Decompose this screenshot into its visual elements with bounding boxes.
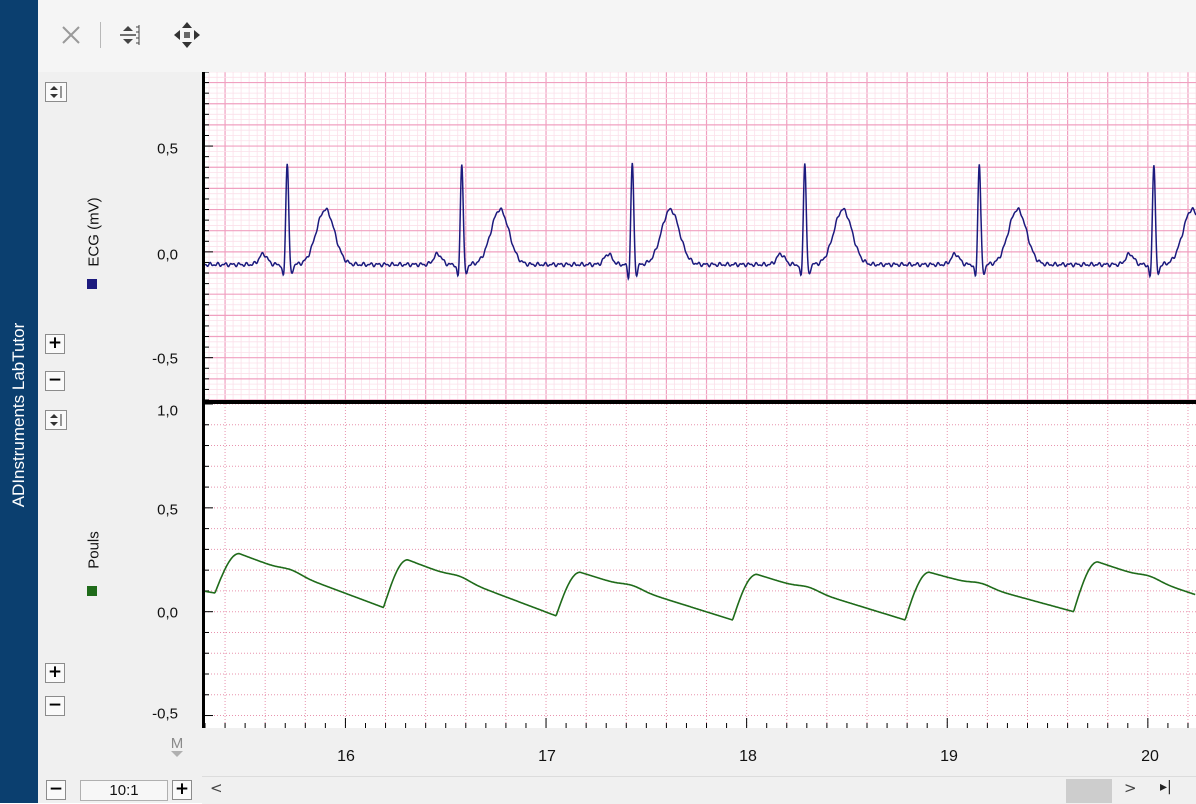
ecg-ytick-label: -0,5 [152,350,178,368]
marker-icon[interactable]: M [166,732,188,758]
time-zoom-out-button[interactable]: − [46,780,66,800]
close-button[interactable] [54,18,88,52]
pouls-ytick-label: 0,5 [157,501,178,519]
chart-svg[interactable] [204,71,1196,728]
pouls-ytick-label: -0,5 [152,705,178,723]
horizontal-scrollbar[interactable]: < > ▸| [202,776,1196,804]
zoom-ratio[interactable]: 10:1 [80,780,168,801]
pouls-trace [204,552,1196,621]
pouls-zoom-out-button[interactable]: − [45,696,65,716]
svg-text:M: M [171,735,184,752]
app-sidebar: ADInstruments LabTutor [0,0,38,803]
toolbar-separator [100,22,101,48]
pouls-color-swatch [87,586,97,596]
pouls-ytick-label: 0,0 [157,604,178,622]
autoscale-button[interactable] [114,18,148,52]
pouls-autoscale-button[interactable] [45,410,67,430]
ecg-zoom-in-button[interactable]: + [45,334,65,354]
plot-area[interactable] [202,71,1196,728]
x-tick-label: 16 [337,748,355,765]
pouls-ytick-label: 1,0 [157,402,178,420]
close-icon [62,26,80,44]
ecg-ytick-label: 0,5 [157,140,178,158]
x-tick-label: 19 [940,748,958,765]
autoscale-icon [50,86,62,98]
x-tick-label: 20 [1141,748,1159,765]
time-zoom-in-button[interactable]: + [172,780,192,800]
scroll-right-button[interactable]: > [1124,779,1137,797]
ecg-zoom-out-button[interactable]: − [45,371,65,391]
scroll-thumb[interactable] [1066,779,1112,803]
x-tick-label: 17 [538,748,556,765]
autoscale-icon [120,25,140,45]
pouls-channel-label[interactable]: Pouls [85,531,103,569]
scroll-left-button[interactable]: < [210,779,223,797]
ecg-trace [204,162,1196,281]
ecg-color-swatch [87,279,97,289]
pouls-zoom-in-button[interactable]: + [45,663,65,683]
move-icon [174,22,200,48]
scroll-to-end-button[interactable]: ▸| [1160,779,1172,795]
autoscale-icon [50,414,62,426]
ecg-ytick-label: 0,0 [157,246,178,264]
ecg-autoscale-button[interactable] [45,82,67,102]
channel-panel: ECG (mV) 0,5 0,0 -0,5 + − Pouls 1,0 0,5 … [38,72,202,728]
ecg-channel-label[interactable]: ECG (mV) [85,197,103,267]
app-title: ADInstruments LabTutor [9,322,28,508]
toolbar [38,0,1196,73]
move-button[interactable] [170,18,204,52]
x-tick-label: 18 [739,748,757,765]
